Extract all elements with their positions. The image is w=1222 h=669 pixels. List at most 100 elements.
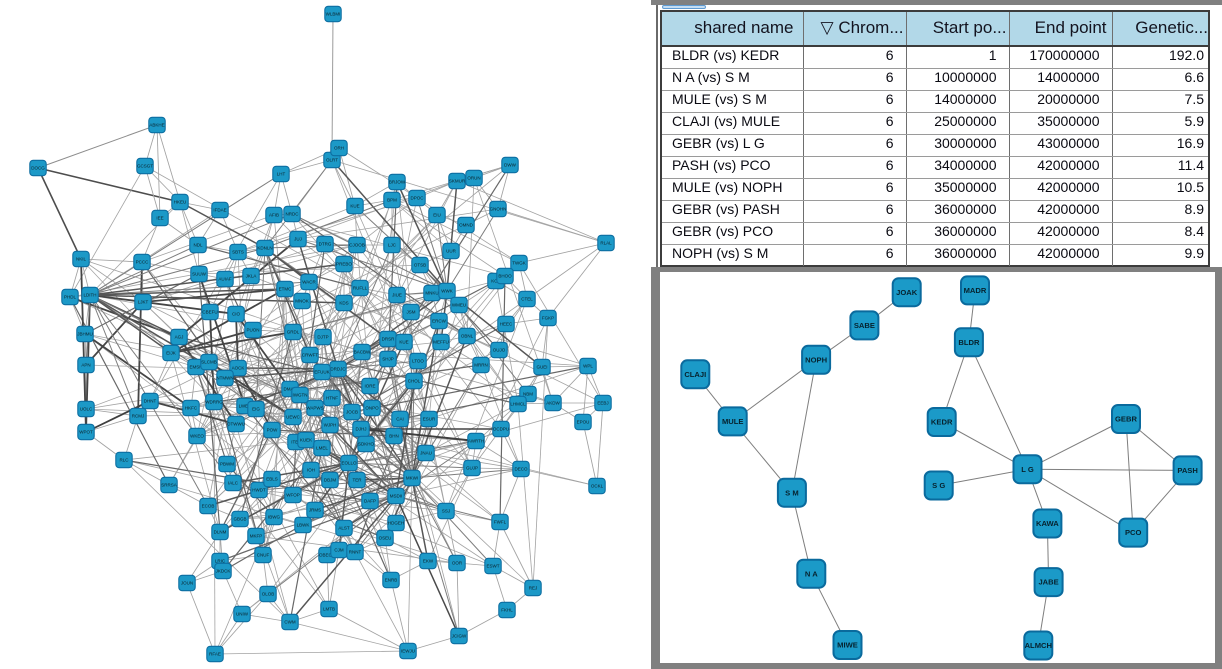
svg-text:MSDII: MSDII (390, 494, 403, 499)
svg-text:ONPO: ONPO (365, 406, 379, 411)
svg-text:MEFFU: MEFFU (433, 340, 449, 345)
svg-text:RCMJ: RCMJ (132, 414, 145, 419)
svg-text:GUJP: GUJP (466, 466, 478, 471)
svg-text:OSEU: OSEU (379, 536, 392, 541)
svg-text:CWM: CWM (284, 620, 295, 625)
svg-text:IFDAE: IFDAE (213, 208, 226, 213)
svg-text:MKFP: MKFP (250, 534, 263, 539)
svg-text:UOLC: UOLC (80, 407, 93, 412)
svg-text:JCIGW: JCIGW (452, 634, 467, 639)
svg-text:DRDJC: DRDJC (330, 367, 346, 372)
svg-text:FKHL: FKHL (501, 608, 513, 613)
svg-text:IWGTN: IWGTN (293, 393, 308, 398)
svg-text:KUEK: KUEK (300, 438, 312, 443)
svg-text:SDKHO: SDKHO (358, 442, 375, 447)
svg-text:NBM: NBM (523, 392, 533, 397)
svg-text:WLBMI: WLBMI (326, 12, 341, 17)
svg-text:ECOB: ECOB (202, 504, 215, 509)
svg-text:IEWJU: IEWJU (401, 649, 415, 654)
svg-text:WKEO: WKEO (190, 434, 204, 439)
svg-text:GCSGT: GCSGT (137, 164, 153, 169)
svg-text:ORH: ORH (334, 146, 344, 151)
svg-text:ITBL: ITBL (291, 440, 301, 445)
svg-text:CHOL: CHOL (408, 379, 421, 384)
svg-text:HEEC: HEEC (500, 322, 513, 327)
svg-text:EIG: EIG (252, 407, 260, 412)
svg-text:KUE: KUE (399, 340, 408, 345)
svg-text:LHT: LHT (277, 172, 286, 177)
svg-text:OCDPU: OCDPU (493, 427, 509, 432)
svg-text:POW: POW (267, 428, 279, 433)
svg-text:LJC: LJC (388, 243, 397, 248)
svg-text:FGKP: FGKP (542, 316, 554, 321)
svg-text:FWFL: FWFL (494, 520, 507, 525)
svg-text:JSM: JSM (407, 310, 416, 315)
svg-text:CJOOB: CJOOB (349, 243, 365, 248)
svg-text:AOCK: AOCK (232, 366, 245, 371)
svg-text:SKMUR: SKMUR (449, 179, 466, 184)
svg-text:AKDW: AKDW (546, 401, 560, 406)
svg-text:SABE: SABE (854, 321, 875, 330)
svg-text:EMSH: EMSH (189, 365, 202, 370)
svg-text:EIU: EIU (433, 213, 441, 218)
svg-text:ESUR: ESUR (423, 417, 436, 422)
svg-text:CBEFU: CBEFU (202, 310, 217, 315)
svg-text:IALC: IALC (228, 481, 239, 486)
svg-text:GEBR: GEBR (1115, 415, 1137, 424)
svg-text:JUJ: JUJ (294, 237, 302, 242)
svg-text:LHMCL: LHMCL (510, 402, 526, 407)
svg-text:SUUW: SUUW (192, 272, 207, 277)
svg-text:RUFLL: RUFLL (353, 286, 368, 291)
svg-text:AUIAF: AUIAF (218, 277, 232, 282)
svg-text:AWRTH: AWRTH (468, 439, 484, 444)
svg-text:WAPWS: WAPWS (306, 406, 323, 411)
svg-text:WPL: WPL (583, 364, 593, 369)
svg-text:SRRSA: SRRSA (161, 483, 177, 488)
svg-text:DPOC: DPOC (410, 196, 424, 201)
svg-text:NTMWN: NTMWN (216, 376, 233, 381)
svg-text:SSJ: SSJ (442, 509, 450, 514)
svg-text:OBECH: OBECH (319, 553, 335, 558)
svg-text:CJM: CJM (334, 548, 343, 553)
svg-text:HKFC: HKFC (185, 406, 198, 411)
svg-text:PBWM: PBWM (220, 462, 234, 467)
svg-text:MADR: MADR (964, 286, 987, 295)
svg-text:DJTP: DJTP (317, 335, 328, 340)
svg-text:DMAK: DMAK (283, 387, 296, 392)
svg-text:HWDT: HWDT (252, 488, 266, 493)
svg-text:WWK: WWK (441, 289, 453, 294)
svg-text:OTWWU: OTWWU (227, 422, 245, 427)
svg-text:LMTB: LMTB (323, 607, 335, 612)
svg-text:OMND: OMND (459, 223, 473, 228)
svg-text:UUR: UUR (446, 249, 456, 254)
svg-text:JKDCK: JKDCK (216, 569, 231, 574)
svg-text:IORE: IORE (364, 384, 375, 389)
svg-text:LWEH: LWEH (239, 404, 252, 409)
svg-text:SLCMB: SLCMB (201, 360, 217, 365)
svg-text:NDL: NDL (193, 243, 202, 248)
svg-text:SBTS: SBTS (232, 250, 244, 255)
svg-text:REJ: REJ (529, 586, 538, 591)
svg-text:OCKL: OCKL (591, 484, 604, 489)
svg-text:MRRN: MRRN (474, 363, 488, 368)
svg-text:RNNT: RNNT (349, 550, 362, 555)
svg-text:DLNM: DLNM (214, 530, 227, 535)
svg-text:GRDL: GRDL (287, 330, 300, 335)
svg-text:EEBJ: EEBJ (597, 401, 608, 406)
svg-text:DWW: DWW (504, 163, 516, 168)
svg-text:DECO: DECO (514, 467, 528, 472)
svg-text:GUEI: GUEI (536, 365, 547, 370)
svg-text:RLC: RLC (119, 458, 129, 463)
svg-text:UEWC: UEWC (286, 415, 300, 420)
svg-text:WFOP: WFOP (286, 493, 300, 498)
svg-text:IBWG: IBWG (268, 515, 280, 520)
svg-text:MNKU: MNKU (425, 291, 438, 296)
svg-text:AGJ: AGJ (175, 335, 184, 340)
svg-text:HDGEH: HDGEH (388, 521, 404, 526)
svg-text:WACR: WACR (302, 280, 316, 285)
svg-text:ORUN: ORUN (467, 176, 480, 181)
svg-text:PHDL: PHDL (64, 295, 77, 300)
svg-text:MULE: MULE (722, 417, 744, 426)
svg-text:OUJO: OUJO (493, 348, 506, 353)
svg-text:IEE: IEE (156, 216, 163, 221)
